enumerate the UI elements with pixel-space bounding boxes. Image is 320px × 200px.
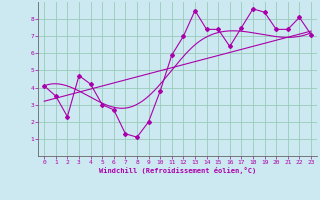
X-axis label: Windchill (Refroidissement éolien,°C): Windchill (Refroidissement éolien,°C): [99, 167, 256, 174]
